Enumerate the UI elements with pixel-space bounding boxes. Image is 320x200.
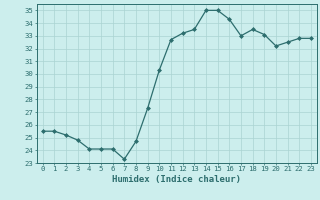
X-axis label: Humidex (Indice chaleur): Humidex (Indice chaleur) [112, 175, 241, 184]
